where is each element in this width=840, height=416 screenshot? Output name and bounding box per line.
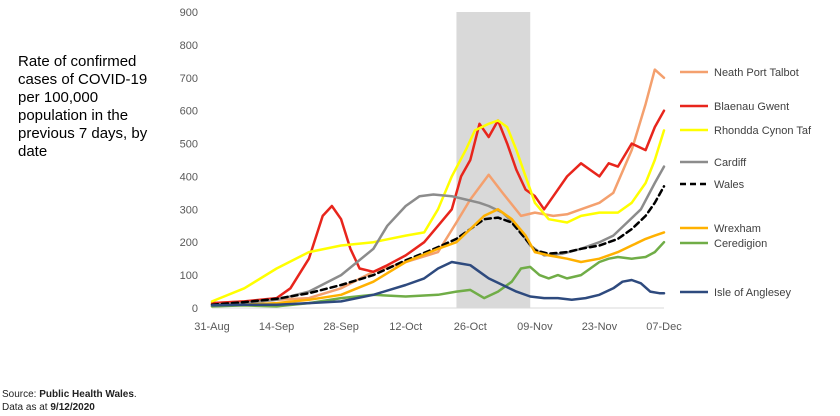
x-tick-label: 07-Dec <box>646 321 682 333</box>
shaded-period <box>456 12 531 308</box>
y-tick-label: 400 <box>180 171 198 183</box>
legend-label: Neath Port Talbot <box>714 67 799 79</box>
source-note: Source: Public Health Wales. Data as at … <box>2 388 137 414</box>
series-line-neath-port-talbot <box>210 68 666 305</box>
x-tick-label: 26-Oct <box>454 321 487 333</box>
y-tick-label: 700 <box>180 73 198 85</box>
source-line: Source: Public Health Wales. <box>2 388 137 401</box>
y-tick-label: 200 <box>180 237 198 249</box>
x-tick-label: 09-Nov <box>517 321 553 333</box>
legend-label: Cardiff <box>714 157 747 169</box>
source-suffix: . <box>133 389 137 400</box>
series-line-cardiff <box>210 165 666 306</box>
series-line-rhondda-cynon-taf <box>210 119 666 303</box>
x-tick-label: 31-Aug <box>194 321 229 333</box>
y-tick-label: 300 <box>180 204 198 216</box>
data-date: 9/12/2020 <box>50 402 95 413</box>
y-tick-label: 900 <box>180 7 198 19</box>
series-line-isle-of-anglesey <box>210 260 666 307</box>
legend-label: Wales <box>714 179 745 191</box>
legend-label: Isle of Anglesey <box>714 287 792 299</box>
legend-label: Ceredigion <box>714 238 767 250</box>
y-tick-label: 500 <box>180 139 198 151</box>
y-tick-label: 600 <box>180 106 198 118</box>
series-line-blaenau-gwent <box>210 109 666 305</box>
source-prefix: Source: <box>2 389 40 400</box>
x-tick-label: 14-Sep <box>259 321 294 333</box>
x-tick-label: 23-Nov <box>582 321 618 333</box>
y-tick-label: 800 <box>180 40 198 52</box>
legend-label: Blaenau Gwent <box>714 101 789 113</box>
x-tick-label: 12-Oct <box>389 321 422 333</box>
x-tick-label: 28-Sep <box>323 321 358 333</box>
date-prefix: Data as at <box>2 402 51 413</box>
series-line-wales <box>210 185 666 306</box>
chart-side-title: Rate of confirmed cases of COVID-19 per … <box>18 53 148 160</box>
legend-label: Wrexham <box>714 223 761 235</box>
source-org: Public Health Wales <box>39 389 134 400</box>
series-line-wrexham <box>210 208 666 308</box>
legend-label: Rhondda Cynon Taf <box>714 125 812 137</box>
series-line-ceredigion <box>210 240 666 308</box>
date-line: Data as at 9/12/2020 <box>2 401 137 414</box>
y-tick-label: 0 <box>192 303 198 315</box>
y-tick-label: 100 <box>180 270 198 282</box>
